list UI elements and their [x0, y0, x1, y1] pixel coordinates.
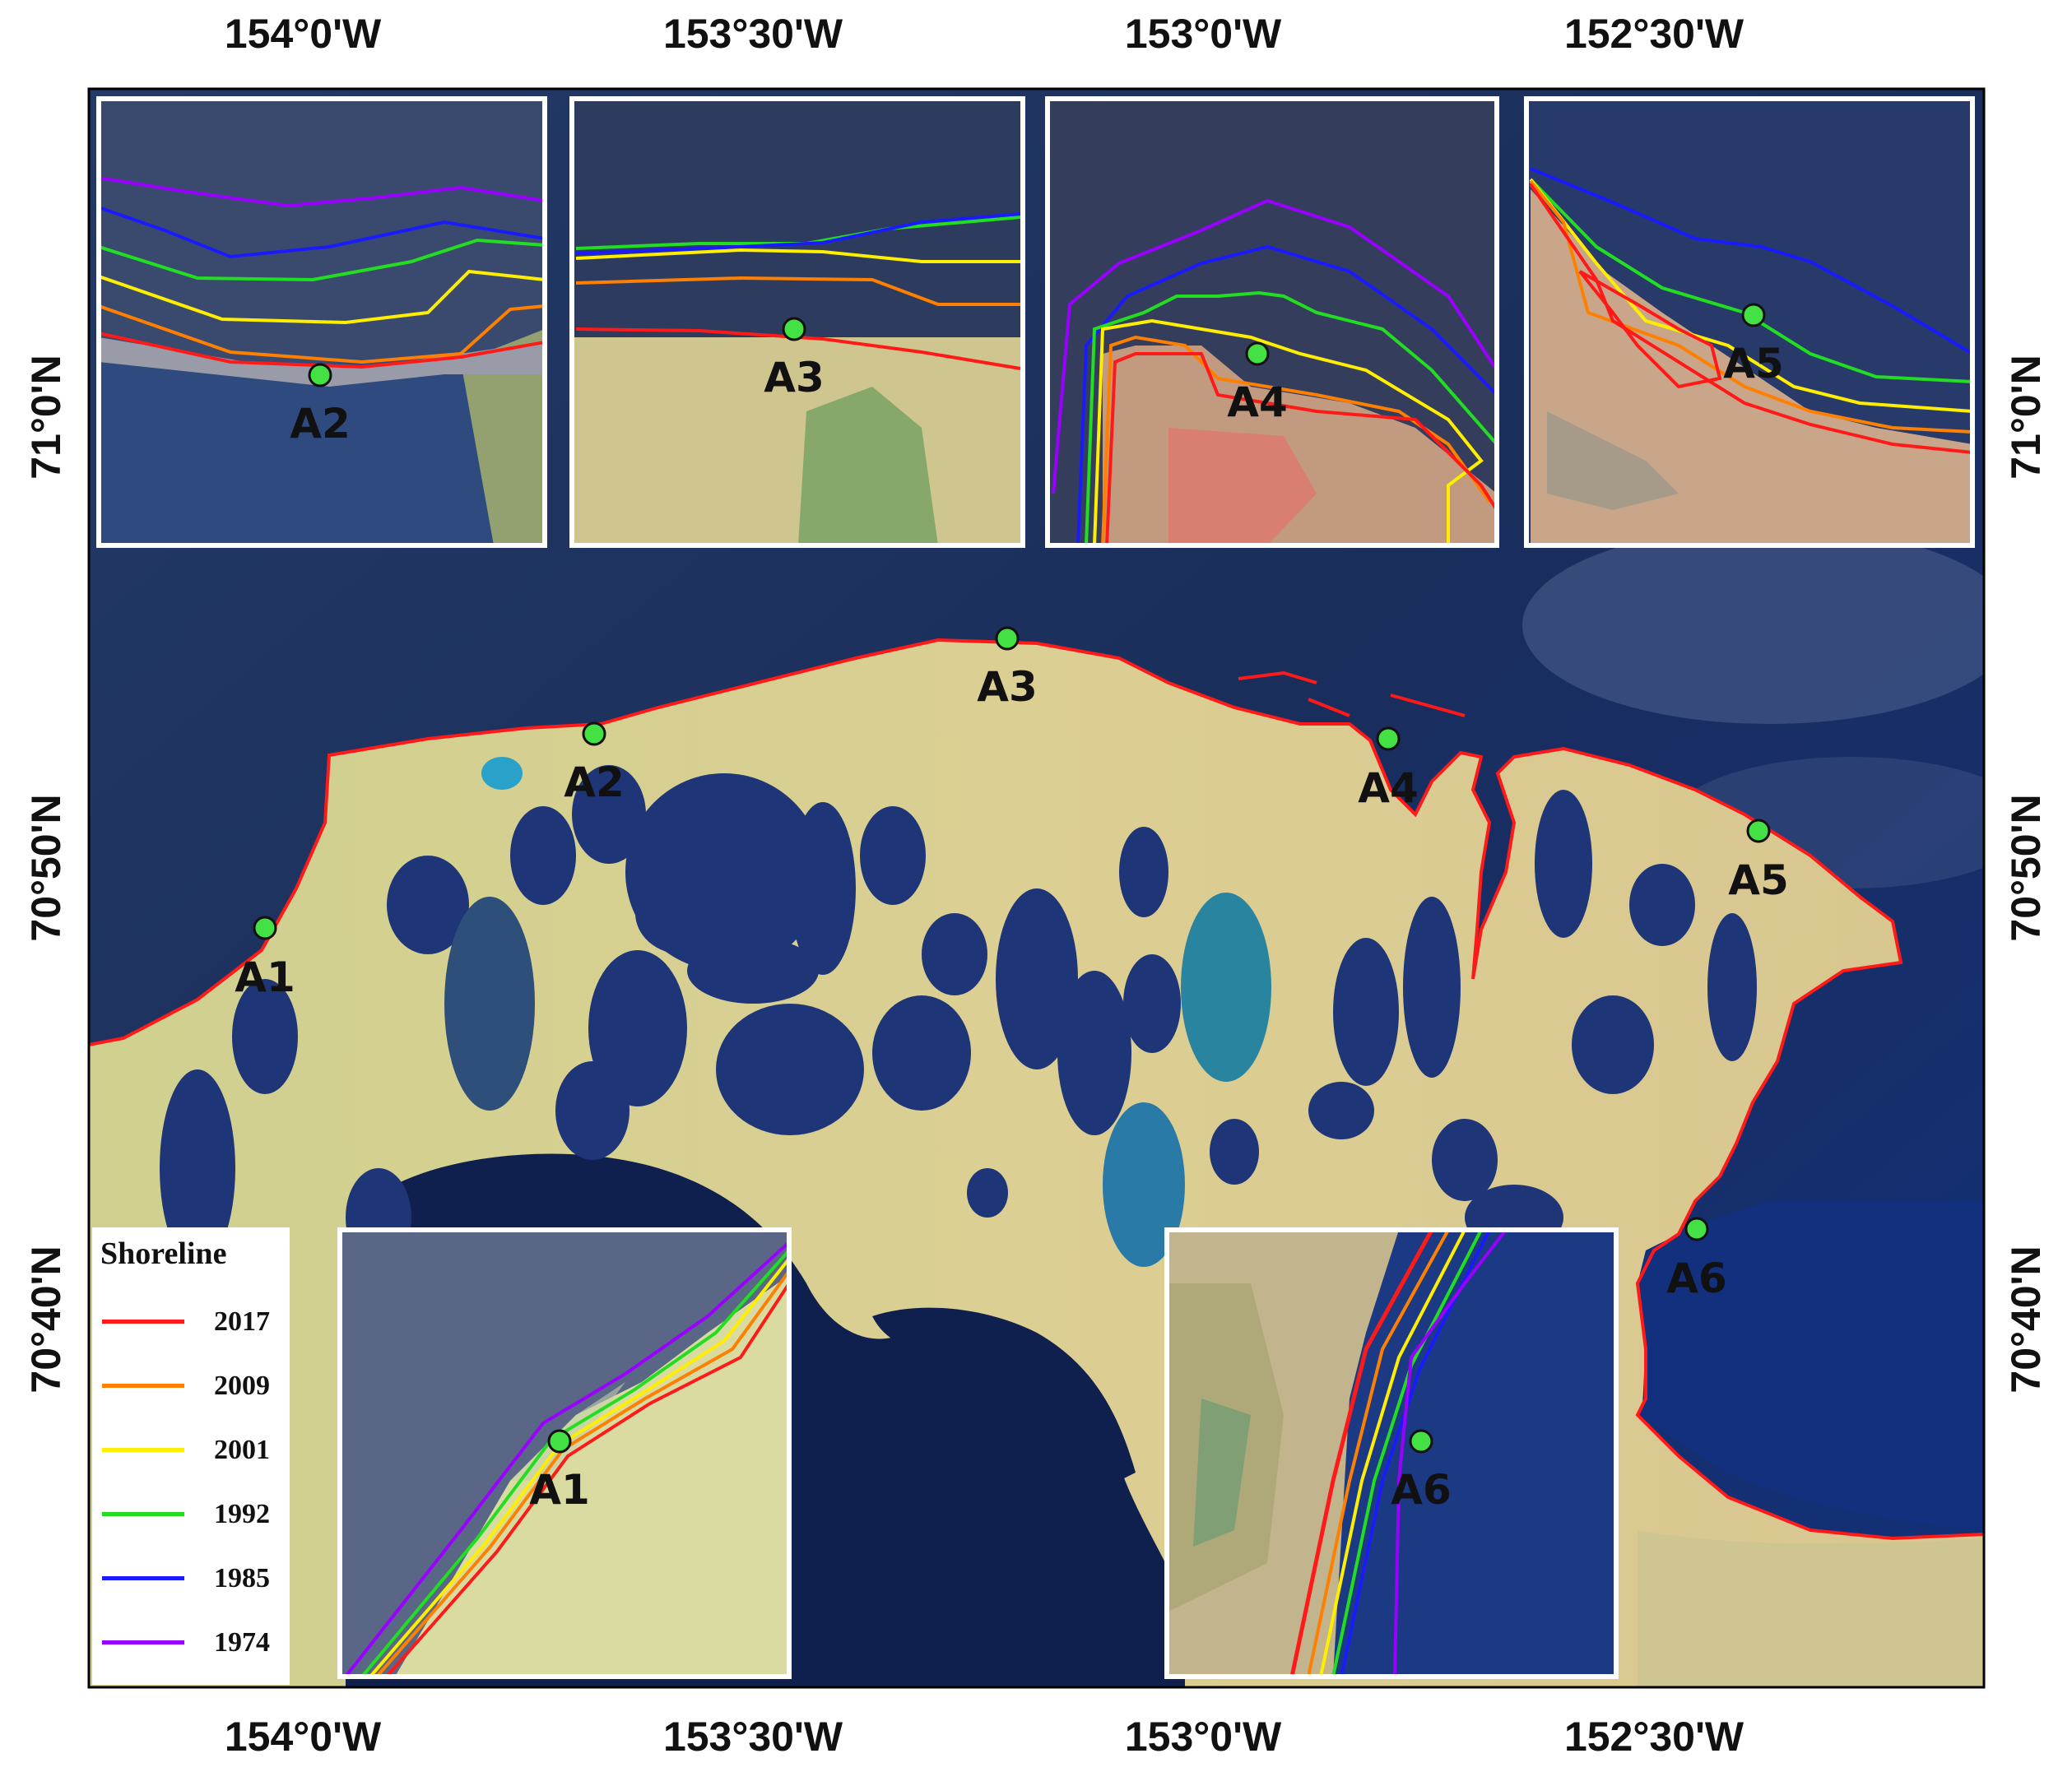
lat-label-left: 70°50'N — [23, 794, 69, 942]
svg-text:A4: A4 — [1227, 378, 1288, 426]
svg-text:A1: A1 — [529, 1466, 590, 1514]
legend-year: 2009 — [214, 1371, 270, 1401]
lat-label-right: 71°0'N — [2003, 355, 2049, 480]
legend-year: 2001 — [214, 1435, 270, 1465]
eastern-bay — [1638, 1201, 1984, 1530]
site-marker-a1: A1 — [235, 916, 295, 1001]
site-marker-a3: A3 — [977, 626, 1038, 711]
inset-a4: A4 — [1045, 96, 1499, 548]
southern-lagoon — [872, 1307, 1136, 1481]
legend-title: Shoreline — [100, 1236, 227, 1271]
inset-a3: A3 — [569, 96, 1025, 548]
legend-year: 2017 — [214, 1306, 270, 1337]
legend-swatch — [102, 1384, 184, 1388]
svg-text:A6: A6 — [1391, 1466, 1452, 1514]
svg-text:A5: A5 — [1728, 856, 1789, 904]
legend-swatch — [102, 1640, 184, 1644]
lon-label-top: 153°30'W — [662, 11, 843, 57]
legend-year: 1985 — [214, 1563, 270, 1593]
map-frame — [87, 87, 1986, 1689]
lat-label-right: 70°40'N — [2003, 1246, 2049, 1394]
svg-text:A6: A6 — [1666, 1255, 1727, 1302]
inset-a5: A5 — [1524, 96, 1975, 548]
site-marker-a6: A6 — [1666, 1217, 1727, 1302]
legend-item-1985: 1985 — [99, 1558, 286, 1599]
legend-year: 1992 — [214, 1499, 270, 1529]
legend-item-2009: 2009 — [99, 1366, 286, 1407]
legend-item-1992: 1992 — [99, 1494, 286, 1535]
legend-swatch — [102, 1320, 184, 1324]
southeast-land — [1638, 1530, 1984, 1687]
lon-label-top: 152°30'W — [1563, 11, 1744, 57]
inset-a1: A1 — [337, 1227, 792, 1679]
svg-text:A1: A1 — [235, 953, 295, 1001]
svg-text:A2: A2 — [564, 758, 625, 806]
svg-text:A3: A3 — [764, 354, 825, 401]
inset-a2: A2 — [96, 96, 547, 548]
legend-item-2001: 2001 — [99, 1430, 286, 1471]
svg-text:A5: A5 — [1723, 340, 1784, 387]
lon-label-bottom: 154°0'W — [224, 1714, 382, 1760]
site-marker-a4: A4 — [1358, 726, 1419, 812]
shoreline-2017-islands — [1238, 670, 1466, 717]
cloud-haze — [1522, 526, 1984, 724]
site-markers: A1 A2 A3 A4 A5 A6 — [235, 626, 1789, 1302]
lon-label-top: 154°0'W — [224, 11, 382, 57]
lon-label-bottom: 153°0'W — [1124, 1714, 1282, 1760]
legend-year: 1974 — [214, 1627, 270, 1658]
legend-item-2017: 2017 — [99, 1301, 286, 1343]
site-marker-a2: A2 — [564, 721, 625, 806]
shoreline-2017 — [89, 638, 1984, 1541]
lat-label-left: 70°40'N — [23, 1246, 69, 1394]
site-marker-a5: A5 — [1728, 819, 1789, 904]
inset-a6: A6 — [1164, 1227, 1619, 1679]
lat-label-right: 70°50'N — [2003, 794, 2049, 942]
svg-text:A4: A4 — [1358, 764, 1419, 812]
shoreline-legend: Shoreline 2017 2009 2001 1992 1985 1974 — [92, 1227, 290, 1685]
legend-swatch — [102, 1512, 184, 1516]
legend-swatch — [102, 1576, 184, 1580]
svg-text:A3: A3 — [977, 663, 1038, 711]
lon-label-top: 153°0'W — [1124, 11, 1282, 57]
lon-label-bottom: 152°30'W — [1563, 1714, 1744, 1760]
svg-text:A2: A2 — [290, 400, 351, 448]
legend-item-1974: 1974 — [99, 1622, 286, 1663]
lon-label-bottom: 153°30'W — [662, 1714, 843, 1760]
thaw-lakes — [160, 757, 1757, 1267]
lat-label-left: 71°0'N — [23, 355, 69, 480]
legend-swatch — [102, 1448, 184, 1452]
